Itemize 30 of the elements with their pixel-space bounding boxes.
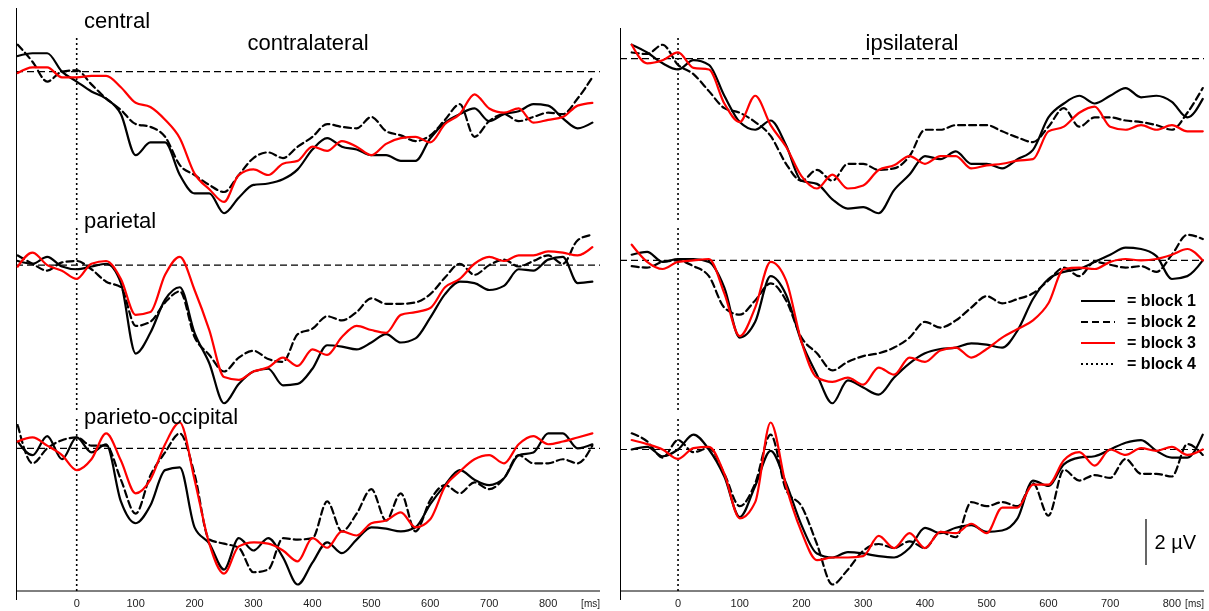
x-tick-label: 700 bbox=[480, 596, 499, 609]
chart-title: ipsilateral bbox=[864, 30, 960, 56]
x-tick-label: 100 bbox=[126, 596, 145, 609]
legend-label: = block 1 bbox=[1127, 291, 1196, 310]
x-tick-label: 400 bbox=[915, 596, 935, 609]
x-tick-label: 200 bbox=[185, 596, 204, 609]
x-tick-label: 500 bbox=[977, 596, 996, 609]
legend-label: = block 4 bbox=[1127, 354, 1196, 373]
x-axis-title: [ms] bbox=[581, 598, 600, 609]
x-tick-label: 300 bbox=[854, 596, 873, 609]
chart-title: contralateral bbox=[247, 30, 369, 55]
x-axis-title: [ms] bbox=[1185, 598, 1204, 609]
x-tick-label: 0 bbox=[674, 596, 682, 609]
x-tick-label: 400 bbox=[303, 596, 322, 609]
x-tick-label: 700 bbox=[1100, 596, 1120, 609]
x-tick-label: 500 bbox=[362, 596, 381, 609]
legend-label: = block 3 bbox=[1127, 333, 1196, 352]
x-tick-label: 800 bbox=[538, 596, 558, 609]
x-tick-label: 600 bbox=[421, 596, 440, 609]
annotation: parieto-occipital bbox=[84, 404, 239, 430]
x-tick-label: 200 bbox=[792, 596, 811, 609]
x-tick-label: 300 bbox=[244, 596, 263, 609]
x-tick-label: 100 bbox=[730, 596, 749, 609]
x-tick-label: 600 bbox=[1039, 596, 1058, 609]
annotation: parietal bbox=[84, 208, 157, 234]
annotation: 2 µV bbox=[1154, 530, 1196, 554]
legend-label: = block 2 bbox=[1127, 312, 1196, 331]
text: central bbox=[84, 8, 151, 34]
x-tick-label: 0 bbox=[73, 596, 80, 609]
x-tick-label: 800 bbox=[1162, 596, 1182, 609]
